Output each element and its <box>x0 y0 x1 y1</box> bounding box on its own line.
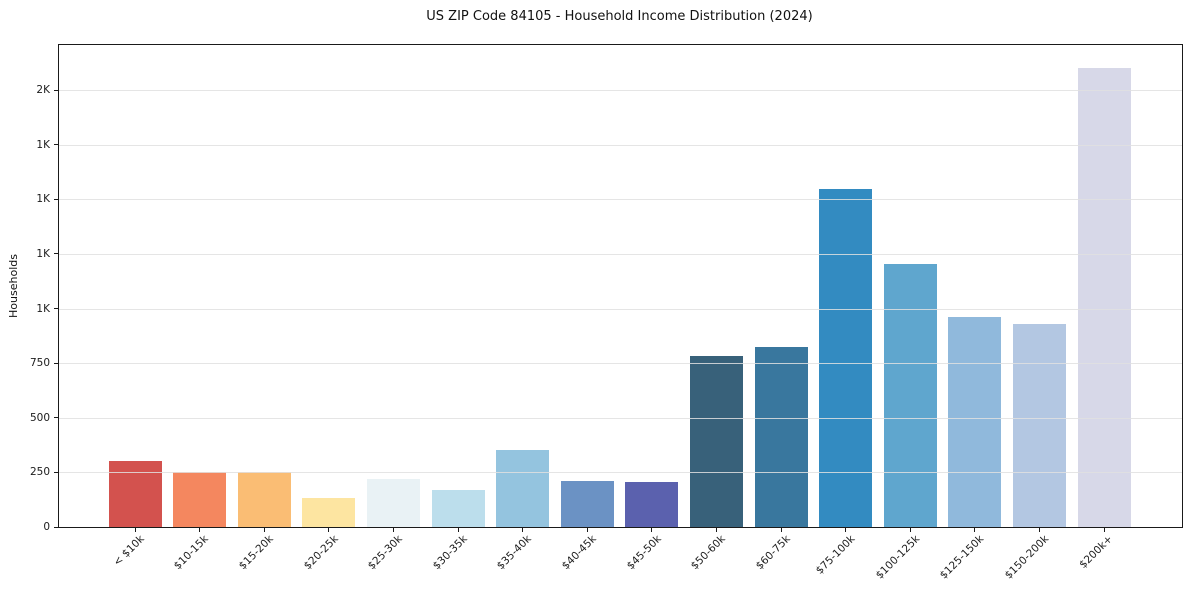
x-tick-label: $125-150k <box>937 533 987 582</box>
bar-$150-200k <box>1012 324 1066 527</box>
bar-$15-20k <box>237 472 291 527</box>
x-tick-mark <box>392 528 394 532</box>
bar-$75-100k <box>819 189 873 527</box>
x-tick-mark <box>263 528 265 532</box>
y-tick-label: 250 <box>29 466 50 479</box>
x-tick-mark <box>1038 528 1040 532</box>
gridline-1250 <box>59 253 1182 255</box>
y-tick-mark <box>54 417 58 419</box>
bar-$200k+ <box>1077 67 1131 527</box>
y-tick-mark <box>54 308 58 309</box>
y-tick-label: 1K <box>36 138 50 151</box>
bar-$125-150k <box>948 317 1002 527</box>
x-tick-mark <box>715 528 717 532</box>
x-tick-mark <box>909 528 911 532</box>
x-tick-mark <box>522 528 524 532</box>
x-tick-label: $45-50k <box>624 533 664 573</box>
bar-$40-45k <box>560 481 614 527</box>
gridline-750 <box>59 363 1182 365</box>
y-tick-mark <box>54 253 58 255</box>
x-tick-mark <box>1103 528 1105 532</box>
bar-$60-75k <box>754 346 808 527</box>
x-tick-label: $50-60k <box>688 533 728 573</box>
bar-$10-15k <box>173 471 227 527</box>
x-tick-label: $20-25k <box>301 533 341 573</box>
y-tick-label: 1K <box>36 193 50 206</box>
bar-$100-125k <box>883 263 937 527</box>
x-tick-mark <box>457 528 459 532</box>
x-tick-label: $10-15k <box>171 533 212 573</box>
x-tick-mark <box>974 528 976 532</box>
x-tick-label: $75-100k <box>813 533 858 577</box>
x-tick-mark <box>199 528 201 532</box>
bar-$50-60k <box>689 355 743 527</box>
x-tick-mark <box>328 528 330 532</box>
bar-$45-50k <box>625 482 679 527</box>
x-tick-label: $150-200k <box>1002 533 1051 582</box>
x-tick-label: $100-125k <box>873 533 922 582</box>
y-tick-label: 2K <box>36 84 50 96</box>
y-tick-label: 1K <box>36 302 50 315</box>
y-tick-label: 1K <box>36 247 50 260</box>
y-tick-label: 750 <box>29 357 50 370</box>
y-tick-mark <box>54 198 58 200</box>
x-tick-label: $40-45k <box>559 533 599 573</box>
gridline-500 <box>59 417 1182 419</box>
y-tick-mark <box>54 144 58 146</box>
y-tick-label: 500 <box>29 411 50 424</box>
y-axis-label: Households <box>7 254 20 318</box>
x-tick-mark <box>651 528 653 532</box>
x-tick-mark <box>845 528 847 532</box>
y-tick-mark <box>54 471 58 473</box>
bar-$35-40k <box>496 450 550 527</box>
y-tick-label: 0 <box>43 521 50 533</box>
x-tick-mark <box>134 528 136 532</box>
gridline-250 <box>59 472 1182 474</box>
bar-$25-30k <box>366 478 420 527</box>
bar-< $10k <box>108 461 162 527</box>
bar-$20-25k <box>302 497 356 527</box>
x-tick-label: < $10k <box>110 533 147 569</box>
bar-$30-35k <box>431 490 485 527</box>
y-tick-mark <box>54 89 58 91</box>
y-tick-mark <box>54 362 58 364</box>
x-tick-label: $35-40k <box>494 533 535 573</box>
y-tick-mark <box>54 526 58 528</box>
gridline-1750 <box>59 144 1182 146</box>
x-tick-label: $15-20k <box>236 533 276 573</box>
chart-title: US ZIP Code 84105 - Household Income Dis… <box>426 9 813 24</box>
gridline-1000 <box>59 308 1182 310</box>
x-tick-mark <box>586 528 588 532</box>
x-tick-label: $30-35k <box>430 533 470 573</box>
gridline-2000 <box>59 90 1182 91</box>
x-tick-label: $60-75k <box>753 533 793 573</box>
x-tick-mark <box>780 528 782 532</box>
gridline-1500 <box>59 199 1182 201</box>
x-tick-label: $25-30k <box>365 533 405 573</box>
plot-area <box>58 44 1183 528</box>
x-tick-label: $200k+ <box>1077 533 1116 571</box>
